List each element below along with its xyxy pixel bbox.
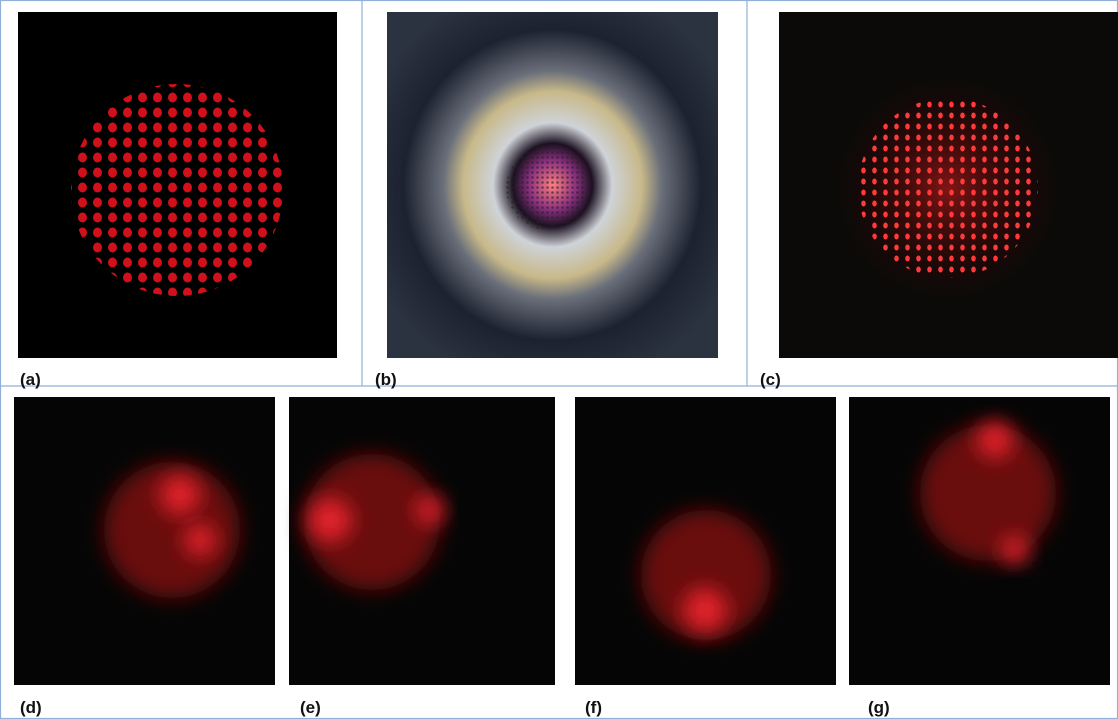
panel-label: (f) [585, 698, 602, 717]
panel-label: (a) [20, 370, 41, 389]
panel-label: (d) [20, 698, 42, 717]
panel-label: (b) [375, 370, 397, 389]
panel-label: (g) [868, 698, 890, 717]
figure: (a) (b) (c) (d) (e) (f) (g) [0, 0, 1118, 719]
panel-label: (e) [300, 698, 321, 717]
image-d [14, 397, 275, 685]
image-c [779, 12, 1118, 358]
image-e [289, 397, 555, 685]
image-b [387, 12, 718, 358]
image-a [18, 12, 337, 358]
image-g [849, 397, 1110, 685]
panel-label: (c) [760, 370, 781, 389]
image-f [575, 397, 836, 685]
page: (a) (b) (c) (d) (e) (f) (g) (() => { con… [0, 0, 1118, 719]
